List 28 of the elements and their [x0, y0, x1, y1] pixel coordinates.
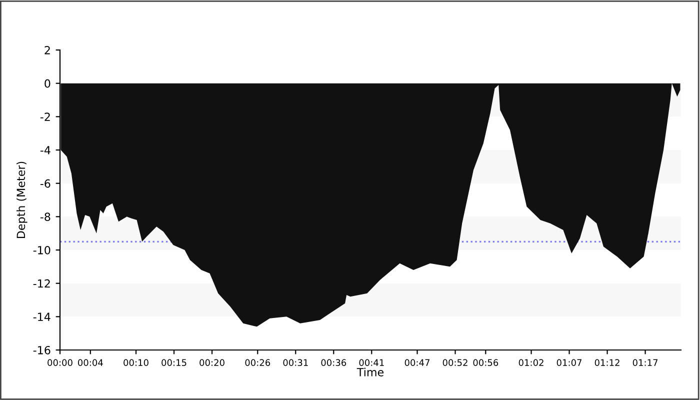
x-tick-label: 00:00 [48, 359, 72, 366]
x-tick-label: 00:15 [162, 359, 186, 366]
x-axis-title: Time [356, 368, 384, 376]
x-tick-label: 00:41 [359, 359, 384, 366]
y-tick-label: 0 [44, 79, 50, 88]
y-tick-label: -4 [40, 146, 50, 154]
y-tick-label: -8 [40, 212, 50, 222]
x-tick-label: 01:02 [518, 359, 544, 366]
x-tick-label: 00:36 [321, 359, 346, 366]
y-tick-label: -12 [33, 279, 50, 288]
x-tick-label: 00:10 [124, 359, 148, 366]
x-tick-label: 00:47 [404, 359, 430, 366]
x-tick-label: 00:04 [78, 359, 103, 366]
x-tick-label: 01:12 [594, 359, 620, 366]
x-tick-label: 01:17 [632, 359, 658, 366]
x-tick-label: 00:20 [200, 359, 224, 366]
y-tick-label: 2 [44, 46, 50, 54]
x-tick-label: 00:26 [245, 359, 270, 366]
y-axis-title: Depth (Meter) [16, 162, 28, 238]
y-tick-label: -16 [33, 346, 50, 354]
x-tick-label: 00:31 [283, 359, 308, 366]
y-tick-label: -2 [40, 112, 50, 121]
y-tick-label: -10 [33, 246, 50, 254]
x-tick-label: 01:07 [556, 359, 582, 366]
y-tick-label: -6 [40, 179, 50, 188]
x-tick-label: 00:52 [442, 359, 468, 366]
y-tick-label: -14 [33, 312, 50, 321]
x-tick-label: 00:56 [473, 359, 498, 366]
